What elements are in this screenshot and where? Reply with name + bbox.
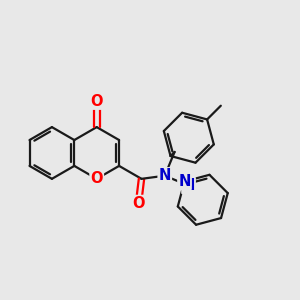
Text: N: N	[178, 174, 191, 189]
Text: N: N	[182, 178, 195, 193]
Text: O: O	[91, 171, 103, 186]
Text: O: O	[91, 94, 103, 109]
Text: O: O	[132, 196, 145, 211]
Text: N: N	[159, 168, 171, 183]
